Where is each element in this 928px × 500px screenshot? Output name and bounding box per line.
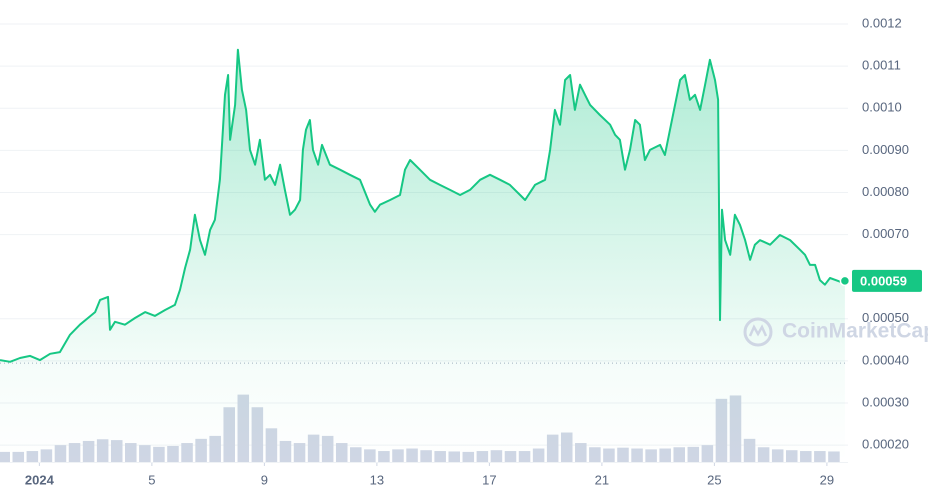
- price-badge-label: 0.00059: [860, 273, 907, 288]
- y-tick-label: 0.00030: [862, 394, 909, 409]
- x-tick-label: 5: [148, 472, 155, 487]
- x-tick-label: 9: [261, 472, 268, 487]
- y-tick-label: 0.00050: [862, 310, 909, 325]
- x-tick-label: 25: [707, 472, 721, 487]
- axes: 0.0012 0.0011 0.0010 0.00090 0.00080 0.00070 0…: [0, 15, 922, 487]
- x-tick-label: 2024: [25, 472, 55, 487]
- watermark-logo: [743, 317, 773, 347]
- x-tick-label: 21: [595, 472, 609, 487]
- price-badge: [852, 269, 922, 292]
- watermark: CoinMarketCap: [782, 320, 928, 343]
- plot: [0, 48, 851, 462]
- y-tick-label: 0.00020: [862, 437, 909, 452]
- y-tick-label: 0.00070: [862, 226, 909, 241]
- y-tick-label: 0.00090: [862, 142, 909, 157]
- price-line: [0, 48, 846, 363]
- x-tick-label: 29: [820, 472, 834, 487]
- y-tick-label: 0.0011: [862, 58, 901, 73]
- price-area: [0, 49, 845, 462]
- y-tick-label: 0.00080: [862, 184, 909, 199]
- y-tick-label: 0.0012: [862, 15, 902, 30]
- last-point: [839, 275, 851, 287]
- x-tick-label: 17: [482, 472, 496, 487]
- y-tick-label: 0.0010: [862, 100, 902, 115]
- x-tick-label: 13: [370, 472, 384, 487]
- y-tick-label: 0.00040: [862, 352, 909, 367]
